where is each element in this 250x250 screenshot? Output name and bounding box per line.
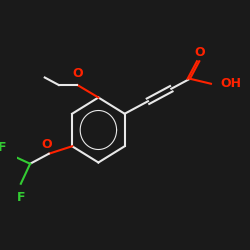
Text: F: F [0, 141, 7, 154]
Text: F: F [16, 191, 25, 204]
Text: OH: OH [220, 77, 241, 90]
Text: O: O [41, 138, 52, 151]
Text: O: O [72, 67, 83, 80]
Text: O: O [194, 46, 204, 59]
